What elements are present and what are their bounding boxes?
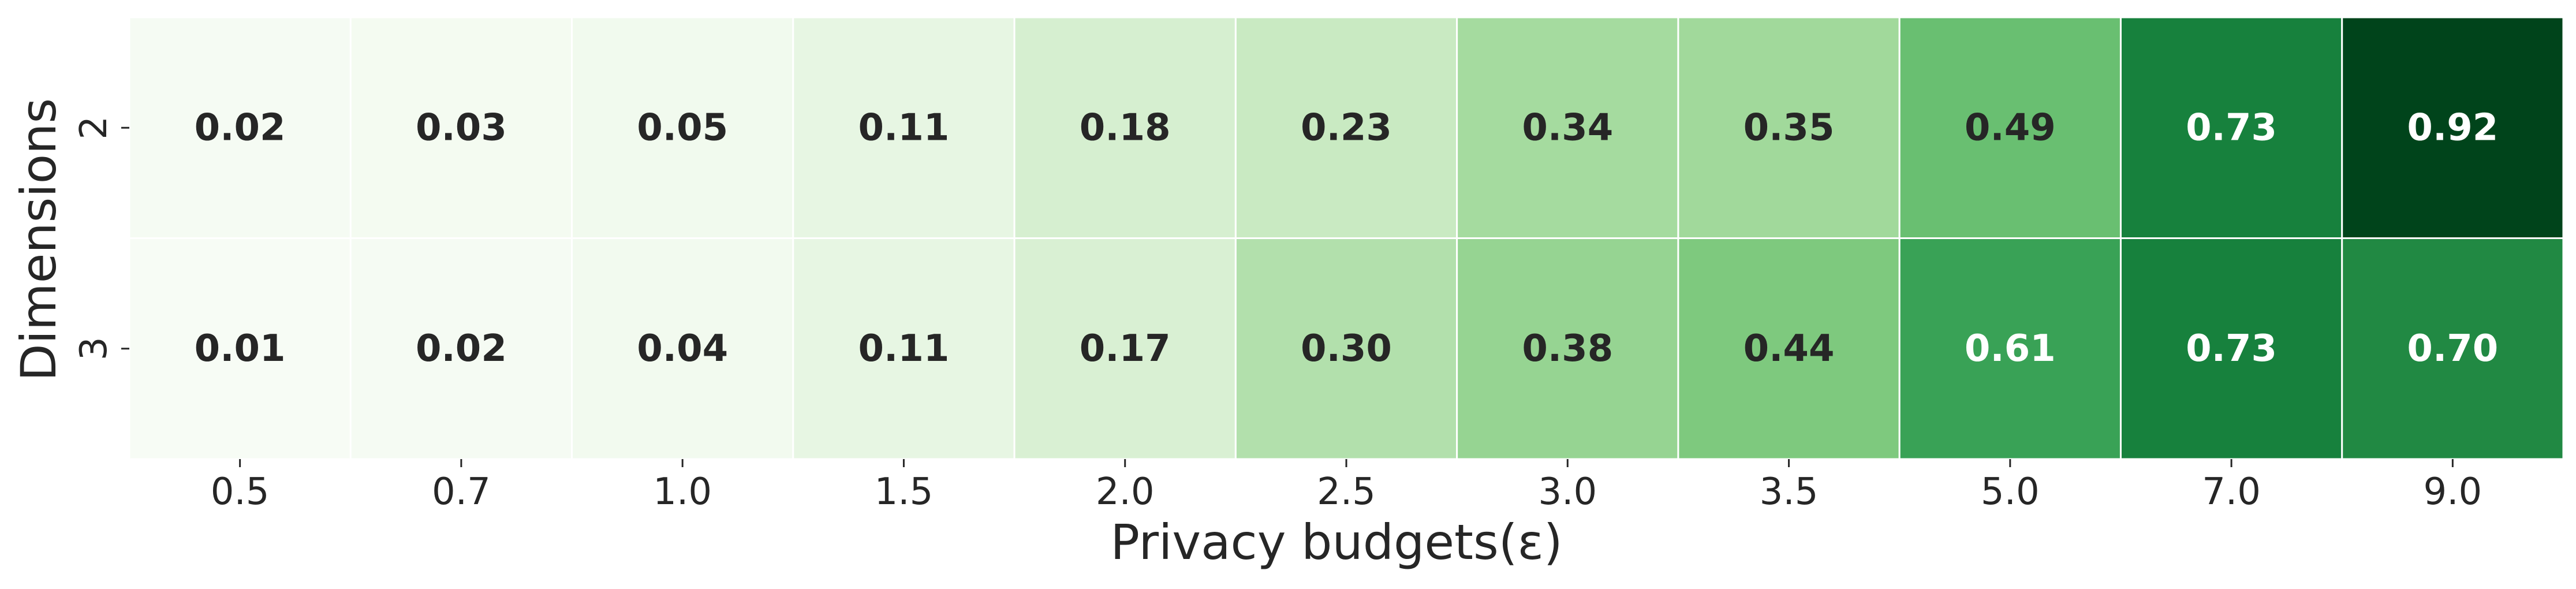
cell-value-label: 0.70 (2407, 327, 2498, 370)
heatmap-cell (1677, 237, 1901, 460)
x-tick-label: 3.5 (1760, 471, 1819, 513)
heatmap-cell (792, 16, 1016, 239)
cell-value-label: 0.17 (1080, 327, 1171, 370)
heatmap-cell (349, 237, 573, 460)
x-axis-label: Privacy budgets(ε) (1110, 514, 1562, 571)
heatmap-cell (1898, 237, 2122, 460)
cell-value-label: 0.04 (637, 327, 728, 370)
cell-value-label: 0.73 (2186, 327, 2277, 370)
heatmap-cell (1677, 16, 1901, 239)
x-tick-label: 2.0 (1096, 471, 1155, 513)
x-tick-label: 9.0 (2423, 471, 2482, 513)
cell-value-label: 0.44 (1744, 327, 1835, 370)
heatmap-cell (1013, 16, 1237, 239)
x-tick-label: 1.0 (653, 471, 712, 513)
heatmap-cell (571, 237, 794, 460)
y-axis-label: Dimensions (10, 98, 67, 381)
cell-value-label: 0.38 (1522, 327, 1613, 370)
cell-value-label: 0.35 (1744, 106, 1835, 149)
cell-value-label: 0.02 (416, 327, 507, 370)
heatmap-cell (792, 237, 1016, 460)
cell-value-label: 0.03 (416, 106, 507, 149)
cell-value-label: 0.11 (858, 106, 950, 149)
heatmap-cell (1234, 237, 1458, 460)
cell-value-label: 0.11 (858, 327, 950, 370)
cell-value-label: 0.02 (195, 106, 286, 149)
heatmap-cell (128, 16, 352, 239)
heatmap-cell (1234, 16, 1458, 239)
cell-value-label: 0.18 (1080, 106, 1171, 149)
x-tick-label: 3.0 (1538, 471, 1597, 513)
x-tick-label: 2.5 (1317, 471, 1376, 513)
x-tick-label: 7.0 (2202, 471, 2261, 513)
y-tick-label: 3 (73, 337, 115, 360)
heatmap-cell (571, 16, 794, 239)
cell-value-label: 0.05 (637, 106, 728, 149)
x-tick-label: 0.5 (211, 471, 270, 513)
heatmap-cell (2119, 16, 2343, 239)
heatmap-cell (349, 16, 573, 239)
cell-value-label: 0.92 (2407, 106, 2498, 149)
heatmap-cell (2341, 16, 2564, 239)
cell-value-label: 0.30 (1301, 327, 1392, 370)
heatmap-cell (128, 237, 352, 460)
heatmap-cell (2341, 237, 2564, 460)
heatmap-cell (1456, 237, 1679, 460)
cell-value-label: 0.73 (2186, 106, 2277, 149)
y-axis-ticks: 23 (73, 116, 129, 360)
x-tick-label: 1.5 (875, 471, 934, 513)
heatmap-cell (1013, 237, 1237, 460)
cell-value-label: 0.49 (1965, 106, 2056, 149)
x-tick-label: 0.7 (432, 471, 491, 513)
cell-value-label: 0.34 (1522, 106, 1613, 149)
cell-value-label: 0.61 (1965, 327, 2056, 370)
x-tick-label: 5.0 (1981, 471, 2040, 513)
cell-value-label: 0.01 (195, 327, 286, 370)
cell-value-label: 0.23 (1301, 106, 1392, 149)
heatmap-cell (2119, 237, 2343, 460)
x-axis-ticks: 0.5 0.7 1.0 1.5 2.0 2.5 3.0 3.5 5.0 7.0 9.0 (211, 459, 2482, 513)
y-tick-label: 2 (73, 116, 115, 140)
heatmap-cells: 0.02 0.03 0.05 0.11 0.18 0.23 0.34 0.35 0.49 0.73… (128, 16, 2564, 460)
